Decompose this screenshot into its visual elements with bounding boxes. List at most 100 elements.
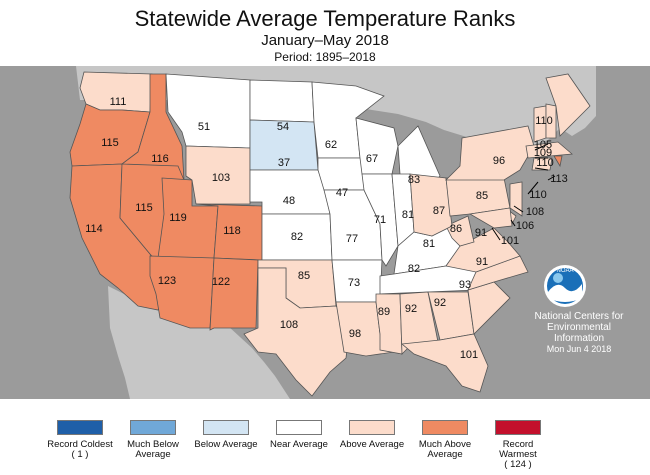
rank-label-ma: 110 [536,157,554,169]
map-period: Period: 1895–2018 [274,50,376,64]
legend: Record Coldest( 1 ) Much Below Average Bel… [0,400,650,475]
rank-label-tn: 82 [408,263,420,275]
rank-label-oh: 87 [433,205,445,217]
rank-label-ny: 96 [493,155,505,167]
legend-swatch [276,420,322,435]
rank-label-mn: 62 [325,139,337,151]
rank-label-in: 81 [402,209,414,221]
rank-label-ky: 81 [423,238,435,250]
state-me [545,73,591,137]
rank-label-nj: 108 [526,206,544,218]
map-header: Statewide Average Temperature Ranks Janu… [0,0,650,66]
map-date: Mon Jun 4 2018 [546,344,612,354]
legend-swatch [130,420,176,435]
rank-label-az: 123 [158,275,176,287]
legend-label: Near Average [270,439,328,450]
rank-label-de: 106 [516,220,534,232]
state-nj [509,181,523,217]
rank-label-ut: 119 [169,212,187,224]
legend-label: Record Coldest [47,439,113,450]
leader-lines [491,143,556,241]
leader-line-vt [534,143,549,151]
legend-swatch [422,420,468,435]
legend-item-near: Near Average [264,420,334,450]
rank-label-wv: 86 [450,223,462,235]
state-nd [249,79,315,123]
rank-label-ms: 89 [378,306,390,318]
rank-label-ri: 113 [550,173,568,185]
leader-line-ma [534,167,549,171]
legend-label: Above Average [339,439,405,450]
legend-label: Below Average [194,439,258,450]
rank-label-nv: 115 [135,202,153,214]
rank-label-ar: 73 [348,277,360,289]
us-temperature-rank-map: 111 115 114 116 115 119 123 51 103 118 122 54 37 48 82… [0,66,650,399]
noaa-logo-text: NOAA [556,268,573,274]
rank-label-mo: 77 [346,233,358,245]
leader-line-md [491,227,501,241]
mexico-land [108,286,290,399]
rank-label-me: 110 [535,115,553,127]
legend-label: Much Above Average [418,439,472,460]
legend-swatch [57,420,103,435]
legend-label: Record Warmest [499,439,537,460]
rank-label-wi: 67 [366,153,378,165]
rank-label-wy: 103 [212,172,230,184]
rank-label-nh: 109 [534,147,552,159]
map-title: Statewide Average Temperature Ranks [134,6,516,31]
legend-swatch [203,420,249,435]
state-ms [375,293,403,355]
rank-label-al: 92 [405,303,417,315]
rank-label-nd: 54 [277,121,289,133]
leader-line-ct [527,181,539,195]
rank-label-sd: 37 [278,157,290,169]
state-az [149,255,215,329]
rank-label-ct: 110 [529,189,547,201]
state-tx [243,267,351,397]
rank-label-ok: 85 [298,270,310,282]
rank-label-wa: 111 [110,96,127,108]
ncei-credit: National Centers for Environmental Infor… [524,311,634,355]
legend-item-much-above: Much Above Average [410,420,480,460]
rank-label-sc: 93 [459,279,471,291]
legend-item-record-warmest: Record Warmest( 124 ) [483,420,553,470]
state-ma [525,141,573,159]
noaa-logo: NOAA [544,265,586,307]
state-ny [445,125,535,181]
rank-label-ks: 82 [291,231,303,243]
map-subtitle: January–May 2018 [261,32,389,49]
leader-line-de [510,219,516,227]
legend-item-above: Above Average [337,420,407,450]
rank-label-mt: 51 [198,121,210,133]
leader-line-nj [513,205,524,213]
state-oh [409,173,453,237]
rank-label-la: 98 [349,328,361,340]
rank-label-ia: 47 [336,187,348,199]
rank-label-md: 101 [501,235,519,247]
rank-label-ga: 92 [434,297,446,309]
rank-label-ne: 48 [283,195,295,207]
rank-label-fl: 101 [460,349,478,361]
legend-item-below: Below Average [191,420,261,450]
rank-label-or: 115 [101,137,119,149]
state-wv [445,215,475,247]
rank-label-tx: 108 [280,319,298,331]
rank-label-ca: 114 [85,223,103,235]
rank-labels: 111 115 114 116 115 119 123 51 103 118 122 54 37 48 82… [85,96,568,361]
legend-swatch [349,420,395,435]
legend-count: ( 124 ) [504,459,532,470]
rank-label-nc: 91 [476,256,488,268]
state-nh [545,103,557,139]
state-md [468,207,513,229]
rank-label-vt: 105 [534,139,552,151]
rank-label-co: 118 [223,225,241,237]
ncei-org-name: National Centers for Environmental Infor… [534,311,624,344]
legend-item-record-coldest: Record Coldest( 1 ) [45,420,115,460]
legend-swatch [495,420,541,435]
legend-label: Much Below Average [127,439,179,460]
rank-label-il: 71 [374,214,386,226]
legend-item-much-below: Much Below Average [118,420,188,460]
rank-label-nm: 122 [212,276,230,288]
leader-line-ri [547,175,556,181]
state-fl [401,333,489,393]
